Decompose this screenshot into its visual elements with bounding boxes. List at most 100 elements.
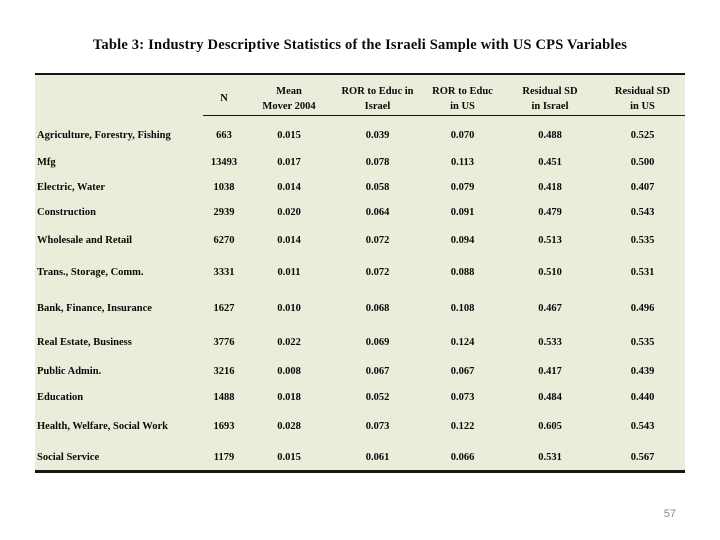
value-cell: 0.015 [277,129,301,141]
value-cell: 0.535 [630,336,655,348]
header-line: in Israel [531,100,569,112]
value-cell: 0.533 [538,336,562,348]
value-cell: 0.078 [365,157,390,168]
header-line: ROR to Educ [432,85,493,97]
value-cell: 0.531 [538,452,562,463]
table-row: Public Admin. 3216 0.008 0.067 0.067 0.417 0.4… [35,358,685,385]
table-title: Table 3: Industry Descriptive Statistics… [92,37,628,53]
header-line: Mover 2004 [262,100,316,112]
industry-label: Construction [37,207,96,218]
value-cell: 0.543 [630,420,655,432]
value-cell: 0.061 [365,452,390,463]
value-cell: 0.525 [630,129,655,141]
value-cell: 2939 [213,207,235,218]
value-cell: 0.039 [365,129,390,141]
value-cell: 0.068 [365,302,390,314]
header-line: Israel [364,100,391,112]
table-row: Health, Welfare, Social Work 1693 0.028 0.0… [35,410,685,442]
value-cell: 0.535 [630,234,655,246]
value-cell: 0.070 [450,129,475,141]
value-cell: 0.066 [450,452,475,463]
value-cell: 3776 [213,336,235,348]
header-line: ROR to Educ in [341,85,414,97]
value-cell: 0.069 [365,336,390,348]
value-cell: 0.020 [277,207,301,218]
table-row: Construction 2939 0.020 0.064 0.091 0.479 0.54… [35,200,685,225]
value-cell: 0.543 [630,207,655,218]
industry-label: Public Admin. [37,366,102,377]
value-cell: 6270 [213,234,235,246]
value-cell: 0.467 [538,302,562,314]
value-cell: 0.088 [450,267,475,278]
col-header-mean-mover: Mean Mover 2004 [248,75,330,120]
value-cell: 0.484 [538,392,562,403]
value-cell: 0.079 [450,182,475,193]
value-cell: 0.028 [277,420,301,432]
value-cell: 0.011 [277,267,301,278]
value-cell: 0.072 [365,234,390,246]
table-row: Mfg 13493 0.017 0.078 0.113 0.451 0.500 [35,150,685,175]
value-cell: 0.439 [630,366,655,377]
value-cell: 0.067 [450,366,475,377]
value-cell: 0.064 [365,207,390,218]
value-cell: 0.108 [450,302,475,314]
value-cell: 0.113 [450,157,475,168]
value-cell: 0.122 [450,420,475,432]
value-cell: 0.500 [630,157,655,168]
industry-label: Wholesale and Retail [37,234,133,246]
value-cell: 3216 [213,366,235,377]
value-cell: 0.510 [538,267,562,278]
value-cell: 1038 [213,182,235,193]
industry-label: Social Service [37,452,100,463]
value-cell: 0.073 [450,392,475,403]
col-header-n: N [200,75,248,120]
header-line: in US [630,100,655,112]
value-cell: 0.418 [538,182,562,193]
value-cell: 1693 [213,420,235,432]
slide-page-number: 57 [663,508,676,520]
table-row: Electric, Water 1038 0.014 0.058 0.079 0.418 0… [35,175,685,200]
table-row: Agriculture, Forestry, Fishing 663 0.015 0.… [35,120,685,150]
col-header-industry [35,75,200,120]
value-cell: 0.488 [538,129,562,141]
value-cell: 3331 [213,267,235,278]
value-cell: 0.496 [630,302,655,314]
table-row: Wholesale and Retail 6270 0.014 0.072 0.094 0… [35,225,685,255]
value-cell: 0.010 [277,302,301,314]
value-cell: 0.058 [365,182,390,193]
table-row: Social Service 1179 0.015 0.061 0.066 0.531 0.… [35,442,685,473]
value-cell: 1488 [213,392,235,403]
table-row: Trans., Storage, Comm. 3331 0.011 0.072 0.08… [35,255,685,290]
col-header-ror-educ-us: ROR to Educ in US [425,75,500,120]
industry-label: Bank, Finance, Insurance [37,302,152,314]
table-body: Agriculture, Forestry, Fishing 663 0.015 0.… [35,120,685,473]
table-row: Bank, Finance, Insurance 1627 0.010 0.068 0.… [35,290,685,326]
value-cell: 0.513 [538,234,562,246]
value-cell: 0.015 [277,452,301,463]
col-header-residual-sd-israel: Residual SD in Israel [500,75,600,120]
industry-label: Real Estate, Business [37,336,132,348]
value-cell: 0.479 [538,207,562,218]
industry-label: Agriculture, Forestry, Fishing [37,129,171,141]
col-header-residual-sd-us: Residual SD in US [600,75,685,120]
value-cell: 0.124 [450,336,475,348]
industry-label: Mfg [37,157,56,168]
value-cell: 0.014 [277,234,301,246]
value-cell: 0.091 [450,207,475,218]
value-cell: 0.017 [277,157,301,168]
value-cell: 0.073 [365,420,390,432]
value-cell: 0.072 [365,267,390,278]
value-cell: 0.440 [630,392,655,403]
industry-label: Electric, Water [37,182,106,193]
table-header-row: N Mean Mover 2004 ROR to Educ in Israel … [35,75,685,120]
header-line: Residual SD [614,85,671,97]
table-row: Real Estate, Business 3776 0.022 0.069 0.124… [35,326,685,358]
value-cell: 0.018 [277,392,301,403]
industry-statistics-table: N Mean Mover 2004 ROR to Educ in Israel … [35,73,685,473]
value-cell: 0.052 [365,392,390,403]
table-row: Education 1488 0.018 0.052 0.073 0.484 0.440 [35,385,685,410]
value-cell: 1179 [213,452,235,463]
col-header-ror-educ-israel: ROR to Educ in Israel [330,75,425,120]
industry-label: Trans., Storage, Comm. [37,267,144,278]
